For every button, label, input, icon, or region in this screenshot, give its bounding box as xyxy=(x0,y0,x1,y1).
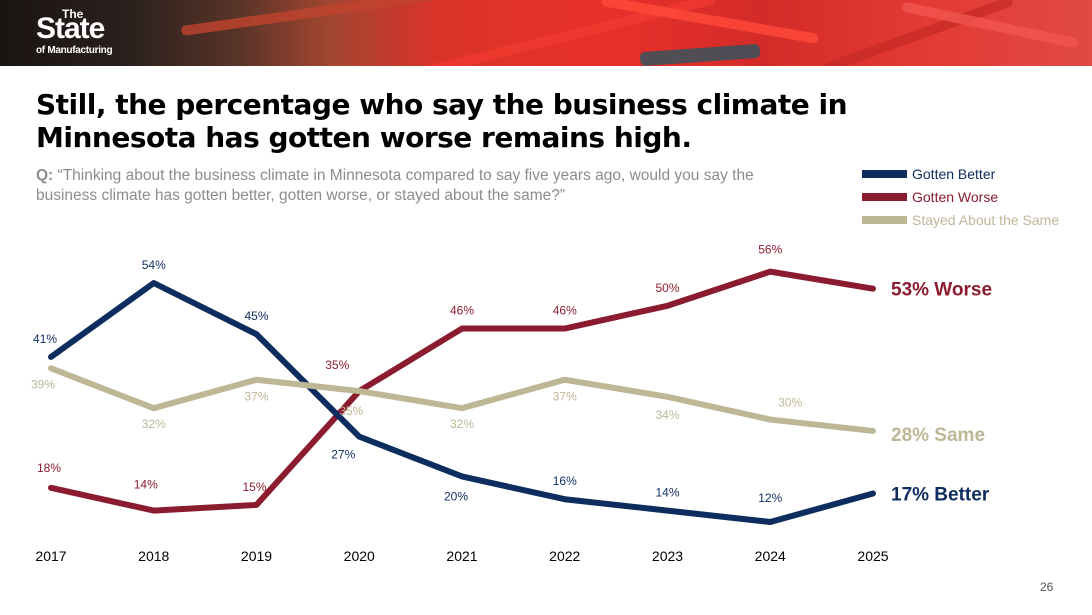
data-label-better: 20% xyxy=(444,489,468,503)
x-tick-label: 2019 xyxy=(241,548,272,564)
data-label-same: 35% xyxy=(339,404,363,418)
data-label-better: 27% xyxy=(331,448,355,462)
question-prefix: Q: xyxy=(36,167,54,184)
legend-item-worse: Gotten Worse xyxy=(862,185,1059,208)
x-tick-label: 2025 xyxy=(857,548,888,564)
legend-swatch-better xyxy=(862,169,907,178)
legend-label-same: Stayed About the Same xyxy=(912,211,1060,228)
legend-swatch-worse xyxy=(862,192,907,201)
data-label-better: 14% xyxy=(655,486,679,500)
data-label-same: 30% xyxy=(778,396,802,410)
end-label-worse: 53% Worse xyxy=(891,280,992,301)
data-label-worse: 50% xyxy=(655,281,679,295)
data-label-better: 41% xyxy=(33,332,57,346)
x-tick-label: 2024 xyxy=(755,548,786,564)
end-label-better: 17% Better xyxy=(891,485,990,506)
data-label-worse: 35% xyxy=(325,358,349,372)
legend-label-worse: Gotten Worse xyxy=(912,188,999,205)
data-label-better: 45% xyxy=(244,309,268,323)
x-tick-label: 2022 xyxy=(549,548,580,564)
legend-swatch-same xyxy=(862,215,907,224)
data-label-worse: 46% xyxy=(553,304,577,318)
data-label-worse: 14% xyxy=(134,478,158,492)
data-label-better: 54% xyxy=(142,258,166,272)
legend-item-better: Gotten Better xyxy=(862,162,1059,185)
data-label-same: 32% xyxy=(142,417,166,431)
x-tick-label: 2017 xyxy=(35,548,66,564)
x-tick-label: 2018 xyxy=(138,548,169,564)
data-label-same: 37% xyxy=(553,390,577,404)
data-label-same: 34% xyxy=(655,408,679,422)
x-tick-label: 2020 xyxy=(344,548,375,564)
data-label-worse: 56% xyxy=(758,243,782,257)
data-label-worse: 46% xyxy=(450,304,474,318)
data-label-worse: 18% xyxy=(37,461,61,475)
logo-state: State xyxy=(36,12,105,45)
legend-item-same: Stayed About the Same xyxy=(862,208,1059,231)
data-label-same: 32% xyxy=(450,417,474,431)
legend-label-better: Gotten Better xyxy=(912,165,996,182)
end-label-same: 28% Same xyxy=(891,425,985,446)
question-text: “Thinking about the business climate in … xyxy=(36,167,754,204)
data-label-same: 39% xyxy=(31,377,55,391)
data-label-same: 37% xyxy=(244,390,268,404)
survey-question: Q: “Thinking about the business climate … xyxy=(36,166,756,206)
data-label-worse: 15% xyxy=(242,480,266,494)
x-tick-label: 2021 xyxy=(446,548,477,564)
header-banner: The State of Manufacturing xyxy=(0,0,1092,66)
logo-the: The xyxy=(62,7,84,21)
logo-subtitle: of Manufacturing xyxy=(36,45,113,56)
x-tick-label: 2023 xyxy=(652,548,683,564)
data-label-better: 16% xyxy=(553,474,577,488)
page-title: Still, the percentage who say the busine… xyxy=(36,88,848,154)
data-label-better: 12% xyxy=(758,491,782,505)
chart-legend: Gotten Better Gotten Worse Stayed About … xyxy=(862,162,1059,231)
page-number: 26 xyxy=(1040,580,1054,594)
